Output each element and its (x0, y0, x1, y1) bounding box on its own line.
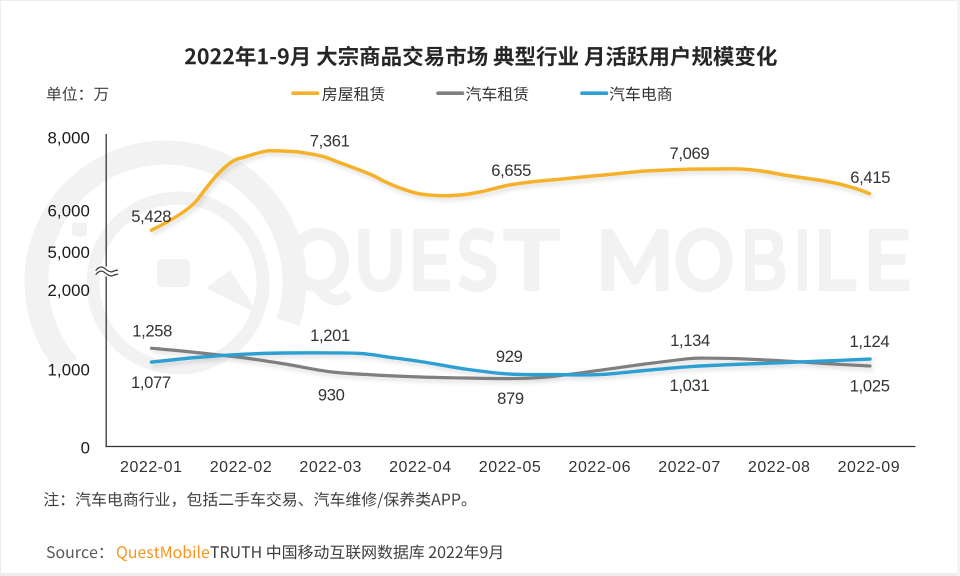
svg-text:879: 879 (497, 389, 524, 408)
svg-text:1,025: 1,025 (850, 377, 890, 396)
svg-text:930: 930 (318, 386, 345, 405)
svg-text:1,124: 1,124 (850, 332, 890, 351)
svg-text:1,000: 1,000 (48, 360, 91, 379)
svg-text:2,000: 2,000 (48, 281, 91, 300)
svg-text:2022-01: 2022-01 (120, 459, 183, 476)
svg-text:1,201: 1,201 (310, 326, 350, 345)
svg-text:7,069: 7,069 (670, 144, 710, 163)
svg-text:1,134: 1,134 (670, 331, 710, 350)
svg-text:8,000: 8,000 (48, 128, 91, 147)
svg-text:1,258: 1,258 (132, 321, 172, 340)
svg-text:5,000: 5,000 (48, 243, 91, 262)
svg-text:0: 0 (81, 438, 90, 457)
svg-text:5,428: 5,428 (131, 207, 171, 226)
svg-text:2022-06: 2022-06 (569, 459, 632, 476)
svg-text:2022-09: 2022-09 (838, 459, 901, 476)
svg-text:1,077: 1,077 (131, 373, 171, 392)
svg-text:6,000: 6,000 (48, 201, 91, 220)
svg-text:2022-03: 2022-03 (299, 459, 362, 476)
svg-text:929: 929 (496, 347, 523, 366)
svg-text:6,415: 6,415 (850, 168, 890, 187)
svg-text:7,361: 7,361 (310, 131, 350, 150)
svg-text:2022-05: 2022-05 (479, 459, 542, 476)
svg-text:2022-02: 2022-02 (210, 459, 273, 476)
svg-text:1,031: 1,031 (670, 376, 710, 395)
svg-text:2022-04: 2022-04 (389, 459, 452, 476)
svg-text:6,655: 6,655 (491, 161, 531, 180)
svg-text:2022-08: 2022-08 (748, 459, 811, 476)
svg-text:2022-07: 2022-07 (658, 459, 721, 476)
